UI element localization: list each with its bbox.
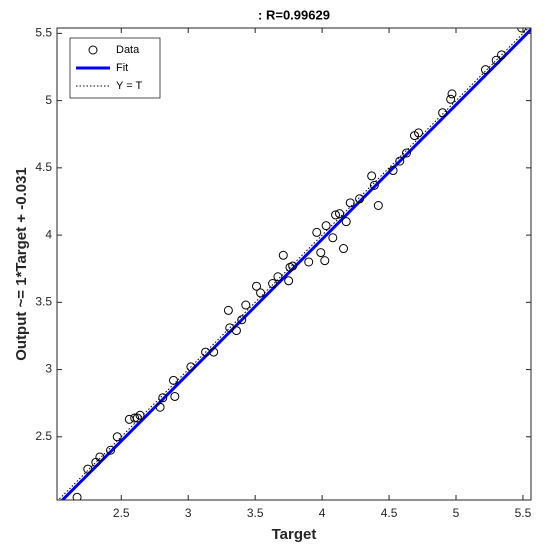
data-point: [168, 375, 178, 385]
data-point: [355, 194, 365, 204]
data-point: [237, 315, 247, 325]
data-point: [209, 347, 219, 357]
data-point: [367, 171, 377, 181]
y-tick-label: 4.5: [35, 160, 52, 174]
data-point: [401, 148, 411, 158]
y-tick-label: 3: [45, 362, 52, 376]
data-point: [170, 391, 180, 401]
data-point: [241, 300, 251, 310]
data-point: [278, 250, 288, 260]
y-tick-label: 5.5: [35, 26, 52, 40]
data-point: [284, 276, 294, 286]
legend-label: Y = T: [116, 80, 142, 92]
legend-label: Fit: [116, 62, 128, 74]
data-point: [112, 432, 122, 442]
data-point: [345, 198, 355, 208]
data-point: [335, 209, 345, 219]
y-tick-label: 3.5: [35, 294, 52, 308]
data-point: [331, 210, 341, 220]
x-tick-label: 3.5: [247, 506, 264, 520]
data-point: [321, 221, 331, 231]
data-point: [447, 89, 457, 99]
data-point: [414, 128, 424, 138]
data-point: [273, 272, 283, 282]
data-point: [388, 166, 398, 176]
data-point: [491, 55, 501, 65]
x-tick-label: 3: [185, 506, 192, 520]
y-tick-label: 2.5: [35, 429, 52, 443]
legend-label: Data: [116, 44, 140, 56]
x-tick-label: 5.5: [515, 506, 532, 520]
axes: 2.5 3 3.5 4 4.5 5 5.5 2.5 3 3.5 4 4.5 5 5.5: [35, 26, 531, 521]
y-axis-label: Output ~= 1*Target + -0.031: [13, 167, 30, 361]
data-point: [106, 445, 116, 455]
data-point: [130, 413, 140, 423]
data-point: [223, 305, 233, 315]
axes-box: [56, 27, 532, 501]
y-tick-label: 5: [45, 93, 52, 107]
x-axis-label: Target: [272, 526, 317, 543]
plot-layer: [57, 28, 531, 500]
data-point: [83, 464, 93, 474]
data-point: [304, 257, 314, 267]
data-point: [339, 244, 349, 254]
data-point: [132, 413, 142, 423]
data-point: [328, 233, 338, 243]
x-tick-label: 2.5: [113, 506, 130, 520]
legend-marker: [88, 45, 98, 55]
chart-title: : R=0.99629: [258, 7, 330, 22]
data-point: [95, 452, 105, 462]
data-point: [312, 227, 322, 237]
data-point: [480, 65, 490, 75]
data-point: [497, 50, 507, 60]
x-tick-label: 5: [453, 506, 460, 520]
data-point: [268, 278, 278, 288]
data-point: [155, 402, 165, 412]
data-point: [446, 94, 456, 104]
data-point: [288, 261, 298, 271]
data-point: [158, 393, 168, 403]
data-point: [517, 28, 527, 33]
data-point: [256, 288, 266, 298]
data-point: [135, 410, 145, 420]
data-point: [72, 492, 82, 500]
data-point: [373, 201, 383, 211]
y-tick-label: 4: [45, 227, 52, 241]
data-point: [438, 108, 448, 118]
data-point: [369, 180, 379, 190]
data-point: [316, 248, 326, 258]
data-point: [186, 362, 196, 372]
x-tick-label: 4.5: [381, 506, 398, 520]
data-point: [395, 156, 405, 166]
data-point: [252, 281, 262, 291]
data-point: [320, 256, 330, 266]
x-tick-label: 4: [319, 506, 326, 520]
data-point: [231, 326, 241, 336]
data-point: [341, 217, 351, 227]
legend: Data Fit Y = T: [69, 37, 161, 99]
